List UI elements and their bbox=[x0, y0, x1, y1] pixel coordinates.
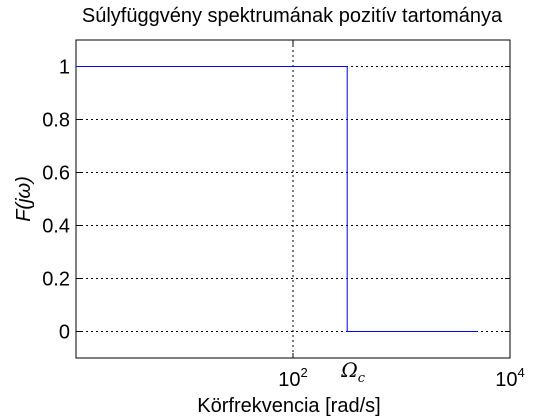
x-tick-exponent: 4 bbox=[518, 365, 525, 380]
y-axis-label: F(jω) bbox=[13, 176, 35, 222]
y-tick-label: 0.2 bbox=[42, 269, 70, 291]
x-tick-base: 10 bbox=[278, 369, 300, 391]
y-tick-label: 0 bbox=[59, 322, 70, 344]
series-line bbox=[76, 66, 478, 332]
chart-title: Súlyfüggvény spektrumának pozitív tartom… bbox=[82, 5, 503, 27]
y-tick-label: 0.6 bbox=[42, 163, 70, 185]
annotation-main: Ω bbox=[340, 358, 358, 382]
y-tick-label: 1 bbox=[59, 57, 70, 79]
y-tick-label: 0.4 bbox=[42, 216, 70, 238]
annotation-subscript: c bbox=[358, 371, 366, 386]
gridlines bbox=[76, 40, 510, 358]
series-layer bbox=[76, 66, 478, 332]
cutoff-annotation: Ωc bbox=[340, 358, 366, 386]
x-axis-label: Körfrekvencia [rad/s] bbox=[197, 395, 380, 417]
x-tick-label: 104 bbox=[495, 365, 524, 391]
x-tick-label: 102 bbox=[278, 365, 307, 391]
x-tick-exponent: 2 bbox=[301, 365, 308, 380]
y-tick-label: 0.8 bbox=[42, 110, 70, 132]
x-tick-base: 10 bbox=[495, 369, 517, 391]
